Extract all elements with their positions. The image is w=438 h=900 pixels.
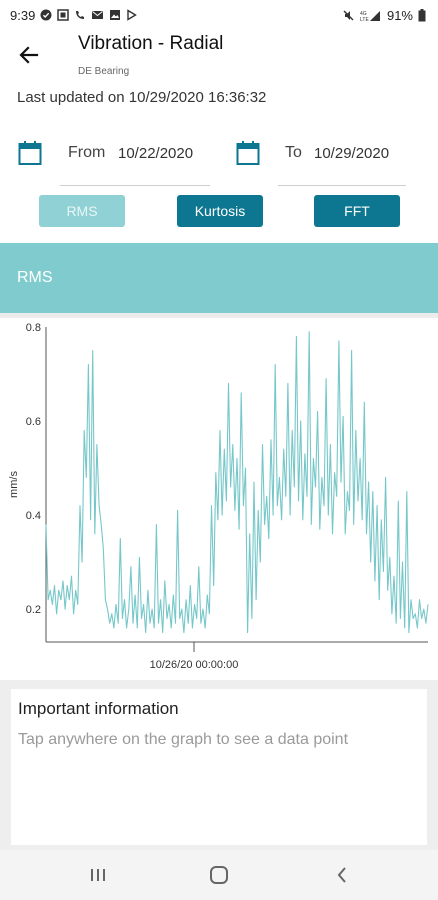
kurtosis-tab-button[interactable]: Kurtosis	[177, 195, 263, 227]
info-title: Important information	[18, 699, 179, 718]
calendar-icon	[18, 141, 42, 165]
system-nav-bar	[0, 850, 438, 900]
calendar-icon	[236, 141, 260, 165]
fft-tab-button[interactable]: FFT	[314, 195, 400, 227]
date-range: From 10/22/2020 To 10/29/2020	[0, 126, 438, 186]
gallery-icon	[57, 9, 70, 21]
recents-button[interactable]	[78, 862, 118, 888]
svg-text:4G: 4G	[360, 11, 367, 17]
to-date-value[interactable]: 10/29/2020	[314, 145, 390, 162]
chart-panel-title: RMS	[17, 269, 53, 286]
last-updated-text: Last updated on 10/29/2020 16:36:32	[17, 89, 267, 106]
system-back-button[interactable]	[322, 862, 362, 888]
y-tick-label: 0.4	[26, 510, 41, 522]
rms-chart-area[interactable]: 0.2 0.4 0.6 0.8 mm/s 10/26/20 00:00:00	[0, 313, 438, 680]
home-icon	[210, 866, 228, 884]
back-button[interactable]	[14, 40, 44, 70]
chart-panel-header: RMS	[0, 243, 438, 313]
to-label: To	[285, 144, 302, 161]
rms-series-line	[45, 331, 429, 634]
to-date-picker[interactable]: To 10/29/2020	[234, 126, 406, 186]
mute-icon	[343, 10, 354, 20]
mail-icon	[92, 11, 104, 19]
image-icon	[110, 10, 121, 20]
status-time: 9:39	[10, 7, 36, 23]
battery-percent: 91%	[386, 7, 413, 23]
page-subtitle: DE Bearing	[78, 66, 130, 77]
y-tick-label: 0.8	[26, 322, 41, 334]
status-right: 4G LTE 91%	[342, 8, 426, 23]
from-date-value[interactable]: 10/22/2020	[118, 145, 194, 162]
from-underline	[60, 185, 210, 186]
rms-tab-button[interactable]: RMS	[39, 195, 125, 227]
app-bar: Vibration - Radial DE Bearing	[0, 30, 438, 82]
play-icon	[127, 9, 138, 21]
info-card: Important information Tap anywhere on th…	[11, 689, 427, 845]
rms-line-chart[interactable]: 0.2 0.4 0.6 0.8 mm/s 10/26/20 00:00:00	[0, 318, 438, 680]
check-circle-icon	[40, 9, 52, 21]
to-underline	[278, 185, 406, 186]
call-icon	[76, 11, 85, 19]
status-bar: 9:39 4G LTE 91%	[0, 0, 438, 30]
svg-text:LTE: LTE	[360, 17, 369, 22]
arrow-back-icon	[19, 46, 39, 64]
y-axis-label: mm/s	[8, 471, 20, 498]
back-chevron-icon	[337, 867, 346, 883]
page-title: Vibration - Radial	[78, 33, 224, 54]
home-button[interactable]	[199, 862, 239, 888]
x-tick-label: 10/26/20 00:00:00	[150, 659, 239, 671]
y-tick-label: 0.6	[26, 416, 41, 428]
status-left: 9:39	[10, 7, 138, 23]
info-hint-text: Tap anywhere on the graph to see a data …	[18, 731, 349, 748]
from-date-picker[interactable]: From 10/22/2020	[16, 126, 210, 186]
battery-icon	[418, 8, 426, 21]
from-label: From	[68, 144, 106, 161]
recents-icon	[91, 869, 105, 881]
y-tick-label: 0.2	[26, 604, 41, 616]
